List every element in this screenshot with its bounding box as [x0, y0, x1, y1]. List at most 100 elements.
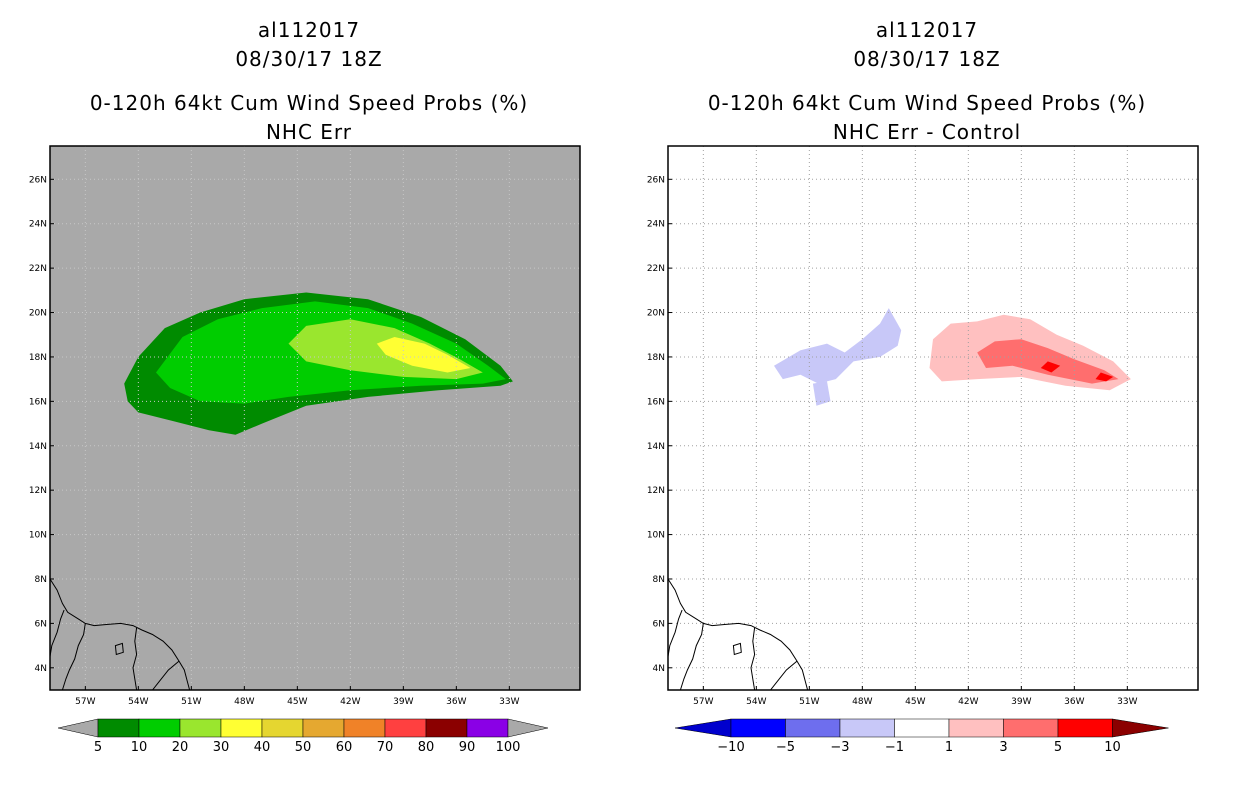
country-border — [50, 609, 65, 657]
colorbar-label: 30 — [213, 740, 230, 755]
y-tick-label: 14N — [29, 442, 47, 452]
country-border — [132, 627, 138, 690]
coastline — [50, 578, 191, 690]
x-tick-label: 57W — [693, 697, 713, 707]
y-tick-label: 4N — [653, 664, 665, 674]
x-tick-label: 51W — [799, 697, 819, 707]
colorbar-label: −5 — [776, 740, 795, 755]
y-tick-label: 14N — [647, 442, 665, 452]
country-border — [750, 627, 756, 690]
x-tick-label: 33W — [499, 697, 519, 707]
plot-frame — [49, 145, 581, 691]
left-panel: al112017 08/30/17 18Z 0-120h 64kt Cum Wi… — [29, 18, 581, 755]
right-panel: al112017 08/30/17 18Z 0-120h 64kt Cum Wi… — [618, 0, 1236, 800]
colorbar-segment — [97, 718, 140, 738]
right-map-chart: 57W 54W 51W 48W 45W 42W 39W 36W 33W 4N 6N 8N 10N 12N 1… — [647, 145, 1199, 755]
coastline — [668, 578, 809, 690]
colorbar-segment — [179, 718, 222, 738]
y-tick-label: 8N — [35, 575, 47, 585]
x-tick-label: 36W — [446, 697, 466, 707]
storm-id-title: al112017 — [875, 18, 979, 42]
y-tick-label: 12N — [29, 486, 47, 496]
x-tick-label: 33W — [1117, 697, 1137, 707]
y-tick-label: 24N — [29, 220, 47, 230]
colorbar-label: 50 — [295, 740, 312, 755]
map-content — [50, 146, 580, 690]
contour-neg1 — [812, 381, 831, 406]
colorbar-arrow-low — [57, 718, 99, 738]
map-content — [668, 146, 1198, 690]
colorbar-segment — [730, 718, 786, 738]
colorbar-label: 5 — [94, 740, 102, 755]
contour-5 — [1040, 361, 1061, 373]
colorbar-label: −10 — [717, 740, 744, 755]
y-tick-label: 26N — [647, 175, 665, 185]
colorbar-label: 1 — [945, 740, 953, 755]
colorbar-segment — [261, 718, 304, 738]
x-tick-label: 42W — [340, 697, 360, 707]
lake-outline — [732, 642, 742, 656]
colorbar-label: 60 — [336, 740, 353, 755]
x-tick-label: 57W — [75, 697, 95, 707]
colorbar-segment — [948, 718, 1004, 738]
datetime-title: 08/30/17 18Z — [235, 47, 383, 71]
lake-outline — [114, 642, 124, 656]
contour-3 — [977, 339, 1119, 384]
country-border — [770, 660, 798, 690]
colorbar-arrow-high — [507, 718, 549, 738]
y-tick-label: 22N — [647, 264, 665, 274]
y-tick-label: 12N — [647, 486, 665, 496]
x-tick-label: 39W — [1011, 697, 1031, 707]
map-background — [668, 146, 1198, 690]
colorbar-label: 10 — [1104, 740, 1121, 755]
y-tick-label: 16N — [29, 397, 47, 407]
y-tick-label: 22N — [29, 264, 47, 274]
y-tick-label: 20N — [647, 309, 665, 319]
colorbar-segment — [1003, 718, 1059, 738]
country-border — [61, 623, 86, 690]
y-tick-label: 26N — [29, 175, 47, 185]
colorbar-label: 90 — [459, 740, 476, 755]
y-tick-label: 6N — [653, 619, 665, 629]
colorbar-label: −1 — [885, 740, 904, 755]
colorbar-segment — [384, 718, 427, 738]
x-tick-label: 54W — [128, 697, 148, 707]
colorbar-segment — [425, 718, 468, 738]
y-tick-label: 6N — [35, 619, 47, 629]
contour-5 — [1095, 372, 1114, 382]
colorbar-label: 70 — [377, 740, 394, 755]
x-tick-label: 42W — [958, 697, 978, 707]
contour-neg1 — [774, 308, 902, 384]
colorbar-label: −3 — [830, 740, 849, 755]
x-tick-label: 39W — [393, 697, 413, 707]
colorbar-label: 5 — [1054, 740, 1062, 755]
colorbar-label: 20 — [172, 740, 189, 755]
country-border — [152, 660, 180, 690]
map-background — [50, 146, 580, 690]
left-map-chart: 57W 54W 51W 48W 45W 42W 39W 36W 33W 4N 6N 8N 10N 12N 1… — [29, 145, 581, 755]
x-tick-label: 48W — [852, 697, 872, 707]
contour-30 — [376, 337, 471, 373]
colorbar-label: 100 — [496, 740, 521, 755]
colorbar-label: 3 — [999, 740, 1007, 755]
x-tick-label: 45W — [287, 697, 307, 707]
colorbar-segment — [343, 718, 386, 738]
y-tick-label: 18N — [647, 353, 665, 363]
storm-id-title: al112017 — [257, 18, 361, 42]
x-tick-label: 48W — [234, 697, 254, 707]
colorbar-arrow-low — [674, 718, 732, 738]
country-border — [679, 623, 704, 690]
colorbar-segment — [138, 718, 181, 738]
plot-frame — [667, 145, 1199, 691]
chart-subtitle: NHC Err — [265, 120, 353, 144]
colorbar-segment — [220, 718, 263, 738]
y-tick-label: 24N — [647, 220, 665, 230]
y-tick-label: 18N — [29, 353, 47, 363]
colorbar-segment — [302, 718, 345, 738]
x-tick-label: 51W — [181, 697, 201, 707]
y-tick-label: 4N — [35, 664, 47, 674]
colorbar-segment — [785, 718, 841, 738]
x-tick-label: 36W — [1064, 697, 1084, 707]
colorbar-segment — [1057, 718, 1113, 738]
colorbar-segment — [894, 718, 950, 738]
